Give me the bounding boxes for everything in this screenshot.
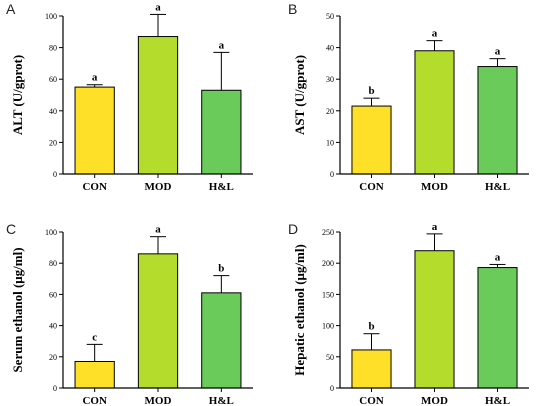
y-tick-label: 150 (322, 290, 334, 299)
significance-letter: a (495, 251, 501, 263)
y-tick-label: 80 (49, 44, 57, 53)
panel-c: C 0 20 40 60 80 100 Serum ethanol (μg/ml) c CON a M… (6, 221, 253, 406)
y-tick-label: 0 (53, 384, 57, 393)
y-axis-label: Hepatic ethanol (μg/ml) (292, 244, 307, 376)
y-tick-label: 0 (330, 170, 334, 179)
panel-label: D (288, 221, 298, 237)
y-tick-label: 60 (49, 290, 57, 299)
significance-letter: a (155, 224, 161, 236)
x-tick-label: MOD (421, 395, 448, 406)
y-tick-label: 20 (49, 138, 57, 147)
significance-letter: a (495, 46, 501, 58)
y-axis-label: ALT (U/gprot) (10, 55, 25, 135)
x-tick-label: H&L (209, 395, 234, 406)
y-tick-label: 20 (326, 107, 334, 116)
y-tick-label: 30 (326, 75, 334, 84)
panel-label: C (6, 221, 16, 237)
significance-letter: a (432, 221, 438, 233)
bar-mod (137, 253, 179, 389)
x-tick-label: CON (359, 395, 384, 406)
y-tick-label: 10 (326, 138, 334, 147)
panel-a: A 0 20 40 60 80 100 ALT (U/gprot) a CON a MOD a H&L (6, 1, 253, 193)
bar-mod (137, 36, 179, 175)
y-tick-label: 0 (330, 384, 334, 393)
panel-d: D 0 50 100 150 200 250 Hepatic ethanol (μg/ml) b… (288, 221, 529, 406)
significance-letter: a (92, 72, 98, 84)
bar-hl (477, 267, 518, 389)
bar-hl (201, 292, 242, 389)
y-tick-label: 80 (49, 259, 57, 268)
y-tick-label: 40 (49, 322, 57, 331)
x-tick-label: MOD (145, 395, 172, 406)
significance-letter: b (368, 85, 374, 97)
bar-con (351, 349, 392, 389)
x-tick-label: CON (82, 181, 107, 193)
x-tick-label: MOD (421, 181, 448, 193)
y-tick-label: 100 (45, 228, 57, 237)
bar-con (74, 86, 115, 175)
y-tick-label: 100 (322, 322, 334, 331)
significance-letter: a (219, 39, 225, 51)
y-tick-label: 20 (49, 353, 57, 362)
y-tick-label: 60 (49, 75, 57, 84)
bar-con (74, 360, 115, 389)
bar-mod (414, 50, 455, 175)
significance-letter: c (92, 331, 97, 343)
x-tick-label: CON (359, 181, 384, 193)
y-axis-label: AST (U/gprot) (292, 55, 307, 135)
panel-label: B (288, 1, 297, 17)
panel-label: A (6, 1, 16, 17)
x-tick-label: H&L (209, 181, 234, 193)
x-tick-label: CON (82, 395, 107, 406)
y-tick-label: 50 (326, 353, 334, 362)
y-axis-label: Serum ethanol (μg/ml) (10, 247, 25, 372)
y-tick-label: 200 (322, 259, 334, 268)
x-tick-label: H&L (485, 181, 510, 193)
significance-letter: b (368, 321, 374, 333)
panel-b: B 0 10 20 30 40 50 AST (U/gprot) b CON a MOD a H&L (288, 1, 529, 193)
y-tick-label: 250 (322, 228, 334, 237)
bar-con (351, 105, 392, 175)
y-tick-label: 0 (53, 170, 57, 179)
bar-mod (414, 250, 455, 389)
y-tick-label: 50 (326, 12, 334, 21)
x-tick-label: H&L (485, 395, 510, 406)
significance-letter: a (432, 28, 438, 40)
y-tick-label: 40 (49, 107, 57, 116)
x-tick-label: MOD (145, 181, 172, 193)
y-tick-label: 100 (45, 12, 57, 21)
bar-hl (201, 89, 242, 175)
bar-hl (477, 66, 518, 175)
y-tick-label: 40 (326, 44, 334, 53)
significance-letter: b (218, 263, 224, 275)
significance-letter: a (155, 1, 161, 13)
